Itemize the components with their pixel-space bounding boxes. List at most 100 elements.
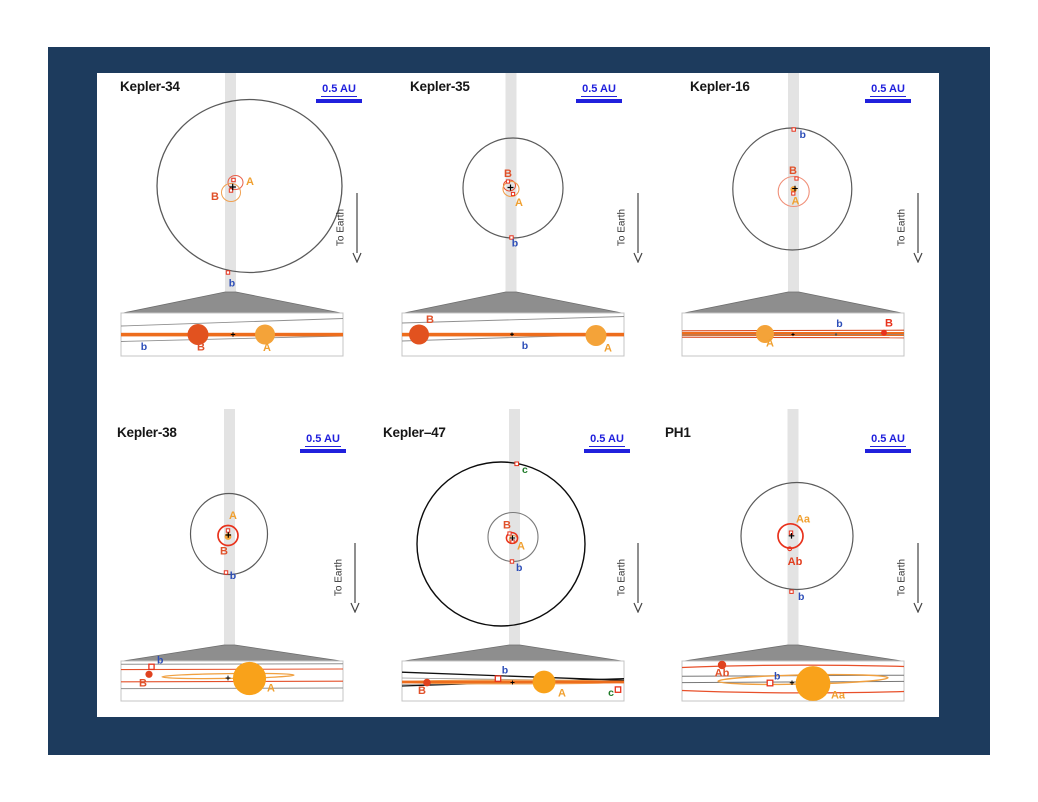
position-marker-square (225, 528, 231, 533)
scale-bar-rule (300, 448, 346, 453)
zoom-wedge (122, 644, 342, 662)
orbit-line (401, 671, 625, 681)
panel-ph1: b Aa Ab Ab b Aa PH1 0.5 AU To Earth (658, 395, 939, 717)
to-earth-label: To Earth (896, 558, 908, 597)
zoom-wedge (683, 291, 903, 314)
position-marker-square (791, 191, 796, 196)
orbit-star-a (502, 180, 520, 198)
down-arrow-icon (913, 543, 923, 613)
position-marker-square (509, 235, 514, 240)
scale-bar-label: 0.5 AU (870, 433, 906, 447)
zoom-wedge (403, 291, 623, 314)
position-marker-square (223, 570, 229, 575)
barycenter-cross (789, 680, 795, 685)
label-planet-b: b (798, 591, 804, 603)
label-star-a: A (515, 197, 523, 209)
orbit-line (120, 668, 344, 671)
down-arrow-icon (633, 193, 643, 263)
position-marker-square (766, 679, 774, 687)
to-earth-annotation: To Earth (892, 193, 924, 263)
label-planet-b: b (516, 562, 522, 574)
barycenter-cross (507, 184, 514, 191)
star-ab (717, 660, 727, 670)
position-marker-square (794, 176, 799, 181)
star-a (756, 325, 774, 343)
scale-bar: 0.5 AU (865, 79, 911, 103)
position-marker-square (614, 686, 622, 693)
barycenter-cross (510, 332, 514, 337)
label-planet-c: c (522, 464, 528, 476)
position-marker-square (789, 589, 794, 594)
barycenter-cross (791, 332, 795, 337)
label-star-a: A (246, 176, 254, 188)
position-marker-square (231, 177, 236, 183)
down-arrow-icon (633, 543, 643, 613)
star (834, 333, 838, 336)
scale-bar: 0.5 AU (300, 429, 346, 453)
zoom-wedge (683, 644, 903, 662)
barycenter-cross (225, 675, 231, 681)
barycenter-cross (229, 183, 236, 191)
orbit-planet-b (156, 98, 343, 274)
label-star-a: A (267, 683, 275, 695)
star-a (532, 670, 556, 694)
orbit-planet-b (189, 492, 269, 576)
scale-bar-rule (316, 98, 362, 103)
position-marker-square (225, 270, 231, 275)
scale-bar-rule (865, 448, 911, 453)
label-star-a: A (604, 343, 612, 355)
orbit-curve (681, 689, 905, 694)
star-b (187, 324, 209, 345)
orbit-diagram-ph1: b Aa Ab Ab b Aa (681, 409, 905, 702)
label-star-ab: Ab (788, 556, 803, 568)
label-star-ab: Ab (715, 668, 730, 680)
label-planet-b: b (774, 671, 780, 683)
orbit-line (401, 316, 625, 324)
to-earth-label: To Earth (896, 208, 908, 247)
label-star-b: B (139, 678, 147, 690)
position-marker-square (507, 531, 512, 536)
scale-bar-rule (865, 98, 911, 103)
star-aa (795, 666, 831, 701)
down-arrow-icon (352, 193, 362, 263)
position-marker-square (228, 188, 234, 193)
label-star-b: B (426, 314, 434, 326)
scale-bar-rule (576, 98, 622, 103)
label-planet-c: c (608, 687, 614, 699)
label-planet-b: b (229, 278, 235, 290)
position-marker-square (791, 127, 796, 132)
to-earth-label: To Earth (616, 558, 628, 597)
to-earth-annotation: To Earth (612, 193, 644, 263)
barycenter-cross (792, 185, 798, 192)
to-earth-label: To Earth (333, 558, 345, 597)
barycenter-cross (788, 533, 795, 539)
scale-bar-label: 0.5 AU (589, 433, 625, 447)
star-b (881, 329, 887, 336)
label-star-b: B (211, 191, 219, 203)
scale-bar: 0.5 AU (316, 79, 362, 103)
kepler-view-beam (224, 409, 235, 647)
scale-bar: 0.5 AU (576, 79, 622, 103)
system-name: Kepler-38 (117, 425, 177, 440)
label-planet-b: b (836, 318, 842, 330)
binary-plane-line (402, 680, 624, 684)
system-name: PH1 (665, 425, 691, 440)
to-earth-annotation: To Earth (892, 543, 924, 613)
orbit-star-b (217, 524, 239, 547)
star-a (255, 324, 275, 345)
orbit-curve (681, 664, 905, 669)
scale-bar-label: 0.5 AU (305, 433, 341, 447)
barycenter-cross (230, 332, 236, 337)
label-planet-b: b (502, 665, 508, 677)
system-name: Kepler–47 (383, 425, 446, 440)
to-earth-label: To Earth (335, 208, 347, 247)
to-earth-annotation: To Earth (329, 543, 361, 613)
kepler-view-beam (787, 409, 799, 647)
